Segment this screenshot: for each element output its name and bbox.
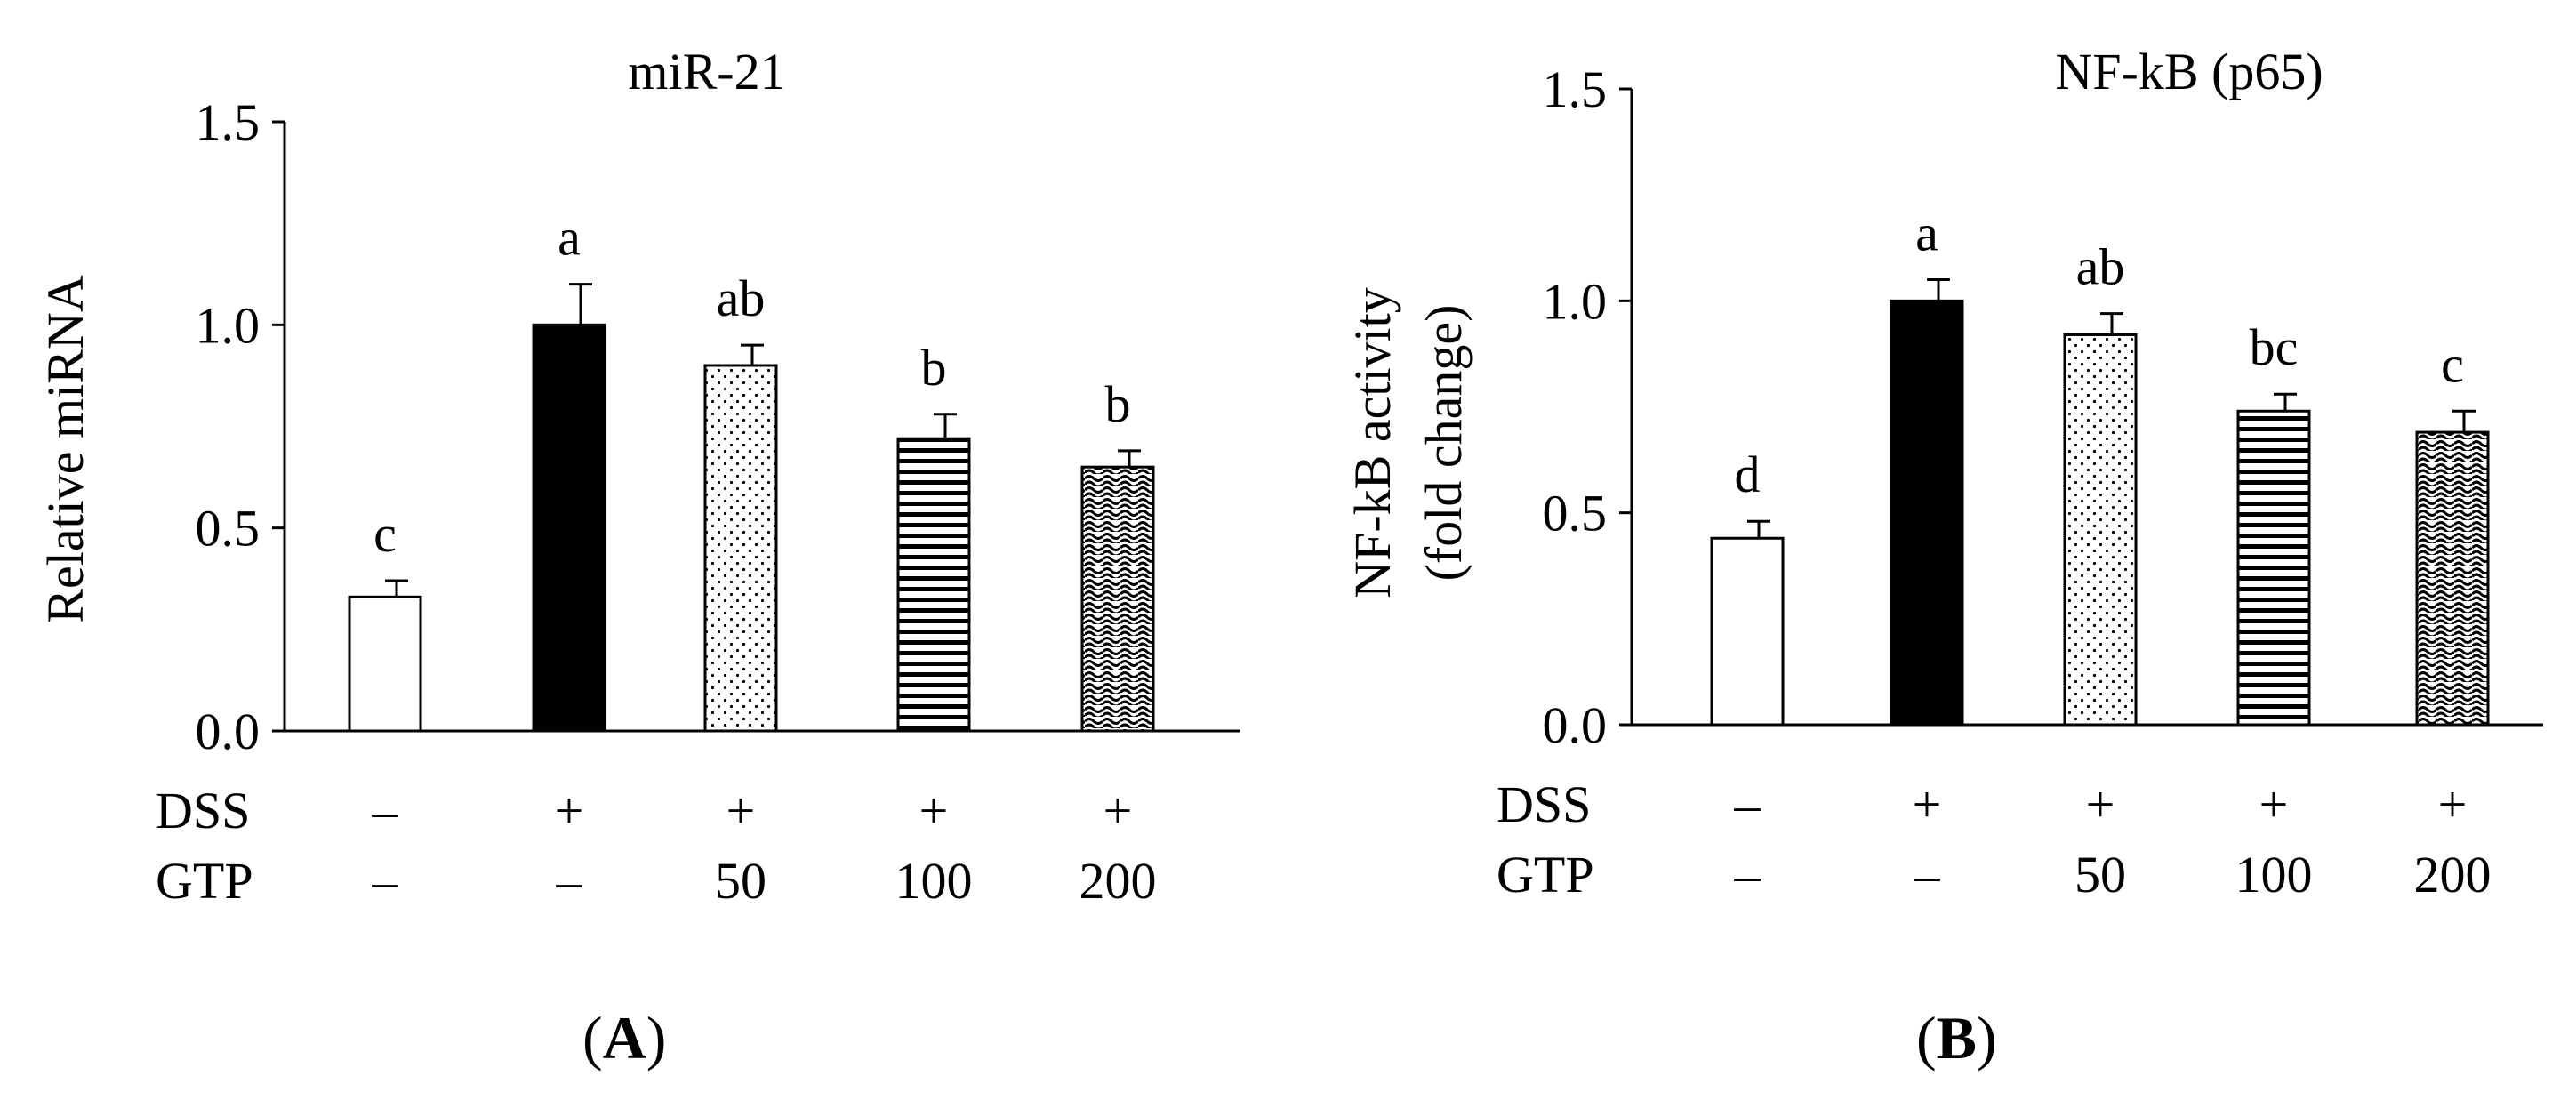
row-label-dss: DSS <box>156 782 250 839</box>
dss-value-3: + <box>2086 775 2115 833</box>
dss-value-5: + <box>1103 782 1133 839</box>
gtp-value-1: – <box>372 852 399 910</box>
chart-title: miR-21 <box>628 43 785 100</box>
svg-text:(B): (B) <box>1916 1004 1997 1072</box>
dss-value-4: + <box>919 782 949 839</box>
dss-value-5: + <box>2438 775 2468 833</box>
error-bar-3 <box>2100 312 2123 335</box>
y-axis-label-2: (fold change) <box>1415 305 1473 582</box>
significance-letter-5: b <box>1105 375 1131 433</box>
dss-value-1: – <box>1734 775 1761 833</box>
gtp-value-3: 50 <box>715 852 766 910</box>
gtp-value-5: 200 <box>2414 846 2492 903</box>
y-tick-label: 1.5 <box>196 93 261 151</box>
bar-5 <box>2415 430 2490 727</box>
y-axis-label: NF-kB activity <box>1344 287 1401 598</box>
significance-letter-3: ab <box>717 269 766 327</box>
error-bar-3 <box>741 343 764 365</box>
error-bar-5 <box>1118 449 1141 468</box>
error-bar-1 <box>385 579 408 598</box>
y-tick-labels: 0.0 0.5 1.0 1.5 <box>196 93 261 760</box>
bar-1 <box>348 595 422 733</box>
error-bar-4 <box>2274 392 2297 412</box>
significance-letter-1: c <box>373 505 397 563</box>
error-bar-2 <box>1927 278 1950 301</box>
bar-1 <box>1710 536 1785 727</box>
bars <box>348 323 1155 733</box>
y-tick-label: 0.5 <box>196 500 261 558</box>
gtp-value-1: – <box>1734 846 1761 903</box>
gtp-value-3: 50 <box>2074 846 2126 903</box>
significance-letter-3: ab <box>2076 238 2125 296</box>
significance-letter-4: bc <box>2250 318 2299 376</box>
row-label-gtp: GTP <box>1497 846 1594 903</box>
bar-5 <box>1080 465 1155 733</box>
dss-value-4: + <box>2259 775 2289 833</box>
y-tick-label: 1.0 <box>196 296 261 354</box>
gtp-value-4: 100 <box>895 852 973 910</box>
bars <box>1710 299 2490 727</box>
panel-label: (A) <box>582 1004 666 1072</box>
significance-letters: c a ab b b <box>373 209 1130 563</box>
significance-letter-2: a <box>558 209 581 267</box>
error-bar-5 <box>2452 409 2476 433</box>
panel-b: NF-kB (p65) NF-kB activity (fold change)… <box>1344 43 2543 1072</box>
significance-letter-4: b <box>921 339 947 397</box>
bar-3 <box>2063 333 2138 727</box>
row-label-dss: DSS <box>1497 775 1591 833</box>
dss-value-1: – <box>372 782 399 839</box>
significance-letter-1: d <box>1735 446 1761 503</box>
gtp-value-2: – <box>556 852 583 910</box>
error-bars <box>1747 278 2476 539</box>
bar-2 <box>1890 299 1964 727</box>
gtp-value-2: – <box>1914 846 1941 903</box>
treatment-table: DSS GTP – – + – +50 +100 +200 <box>156 782 1157 910</box>
error-bars <box>385 283 1141 598</box>
error-bar-4 <box>934 413 957 439</box>
significance-letter-5: c <box>2441 335 2464 393</box>
significance-letters: d a ab bc c <box>1735 205 2464 504</box>
svg-text:(A): (A) <box>582 1004 666 1072</box>
error-bar-2 <box>569 283 592 325</box>
y-axis-label: Relative miRNA <box>36 275 94 623</box>
y-tick-label: 0.5 <box>1543 485 1608 542</box>
dss-value-2: + <box>1913 775 1942 833</box>
y-tick-label: 0.0 <box>196 703 261 760</box>
row-label-gtp: GTP <box>156 852 253 910</box>
gtp-value-4: 100 <box>2235 846 2313 903</box>
bar-2 <box>532 323 606 733</box>
dss-value-3: + <box>726 782 756 839</box>
bar-4 <box>2236 409 2311 727</box>
bar-3 <box>703 364 778 733</box>
chart-title: NF-kB (p65) <box>2055 43 2323 100</box>
treatment-table: DSS GTP – – + – +50 +100 +200 <box>1497 775 2492 903</box>
y-tick-label: 1.0 <box>1543 272 1608 330</box>
gtp-value-5: 200 <box>1079 852 1157 910</box>
y-tick-label: 0.0 <box>1543 696 1608 754</box>
bar-4 <box>896 437 971 733</box>
y-tick-labels: 0.0 0.5 1.0 1.5 <box>1543 60 1608 754</box>
error-bar-1 <box>1747 519 1770 539</box>
panel-a: miR-21 Relative miRNA c a ab b b 0.0 0.5 1.0 1.… <box>36 43 1240 1072</box>
dss-value-2: + <box>555 782 584 839</box>
panel-label: (B) <box>1916 1004 1997 1072</box>
y-tick-label: 1.5 <box>1543 60 1608 118</box>
significance-letter-2: a <box>1915 205 1938 262</box>
